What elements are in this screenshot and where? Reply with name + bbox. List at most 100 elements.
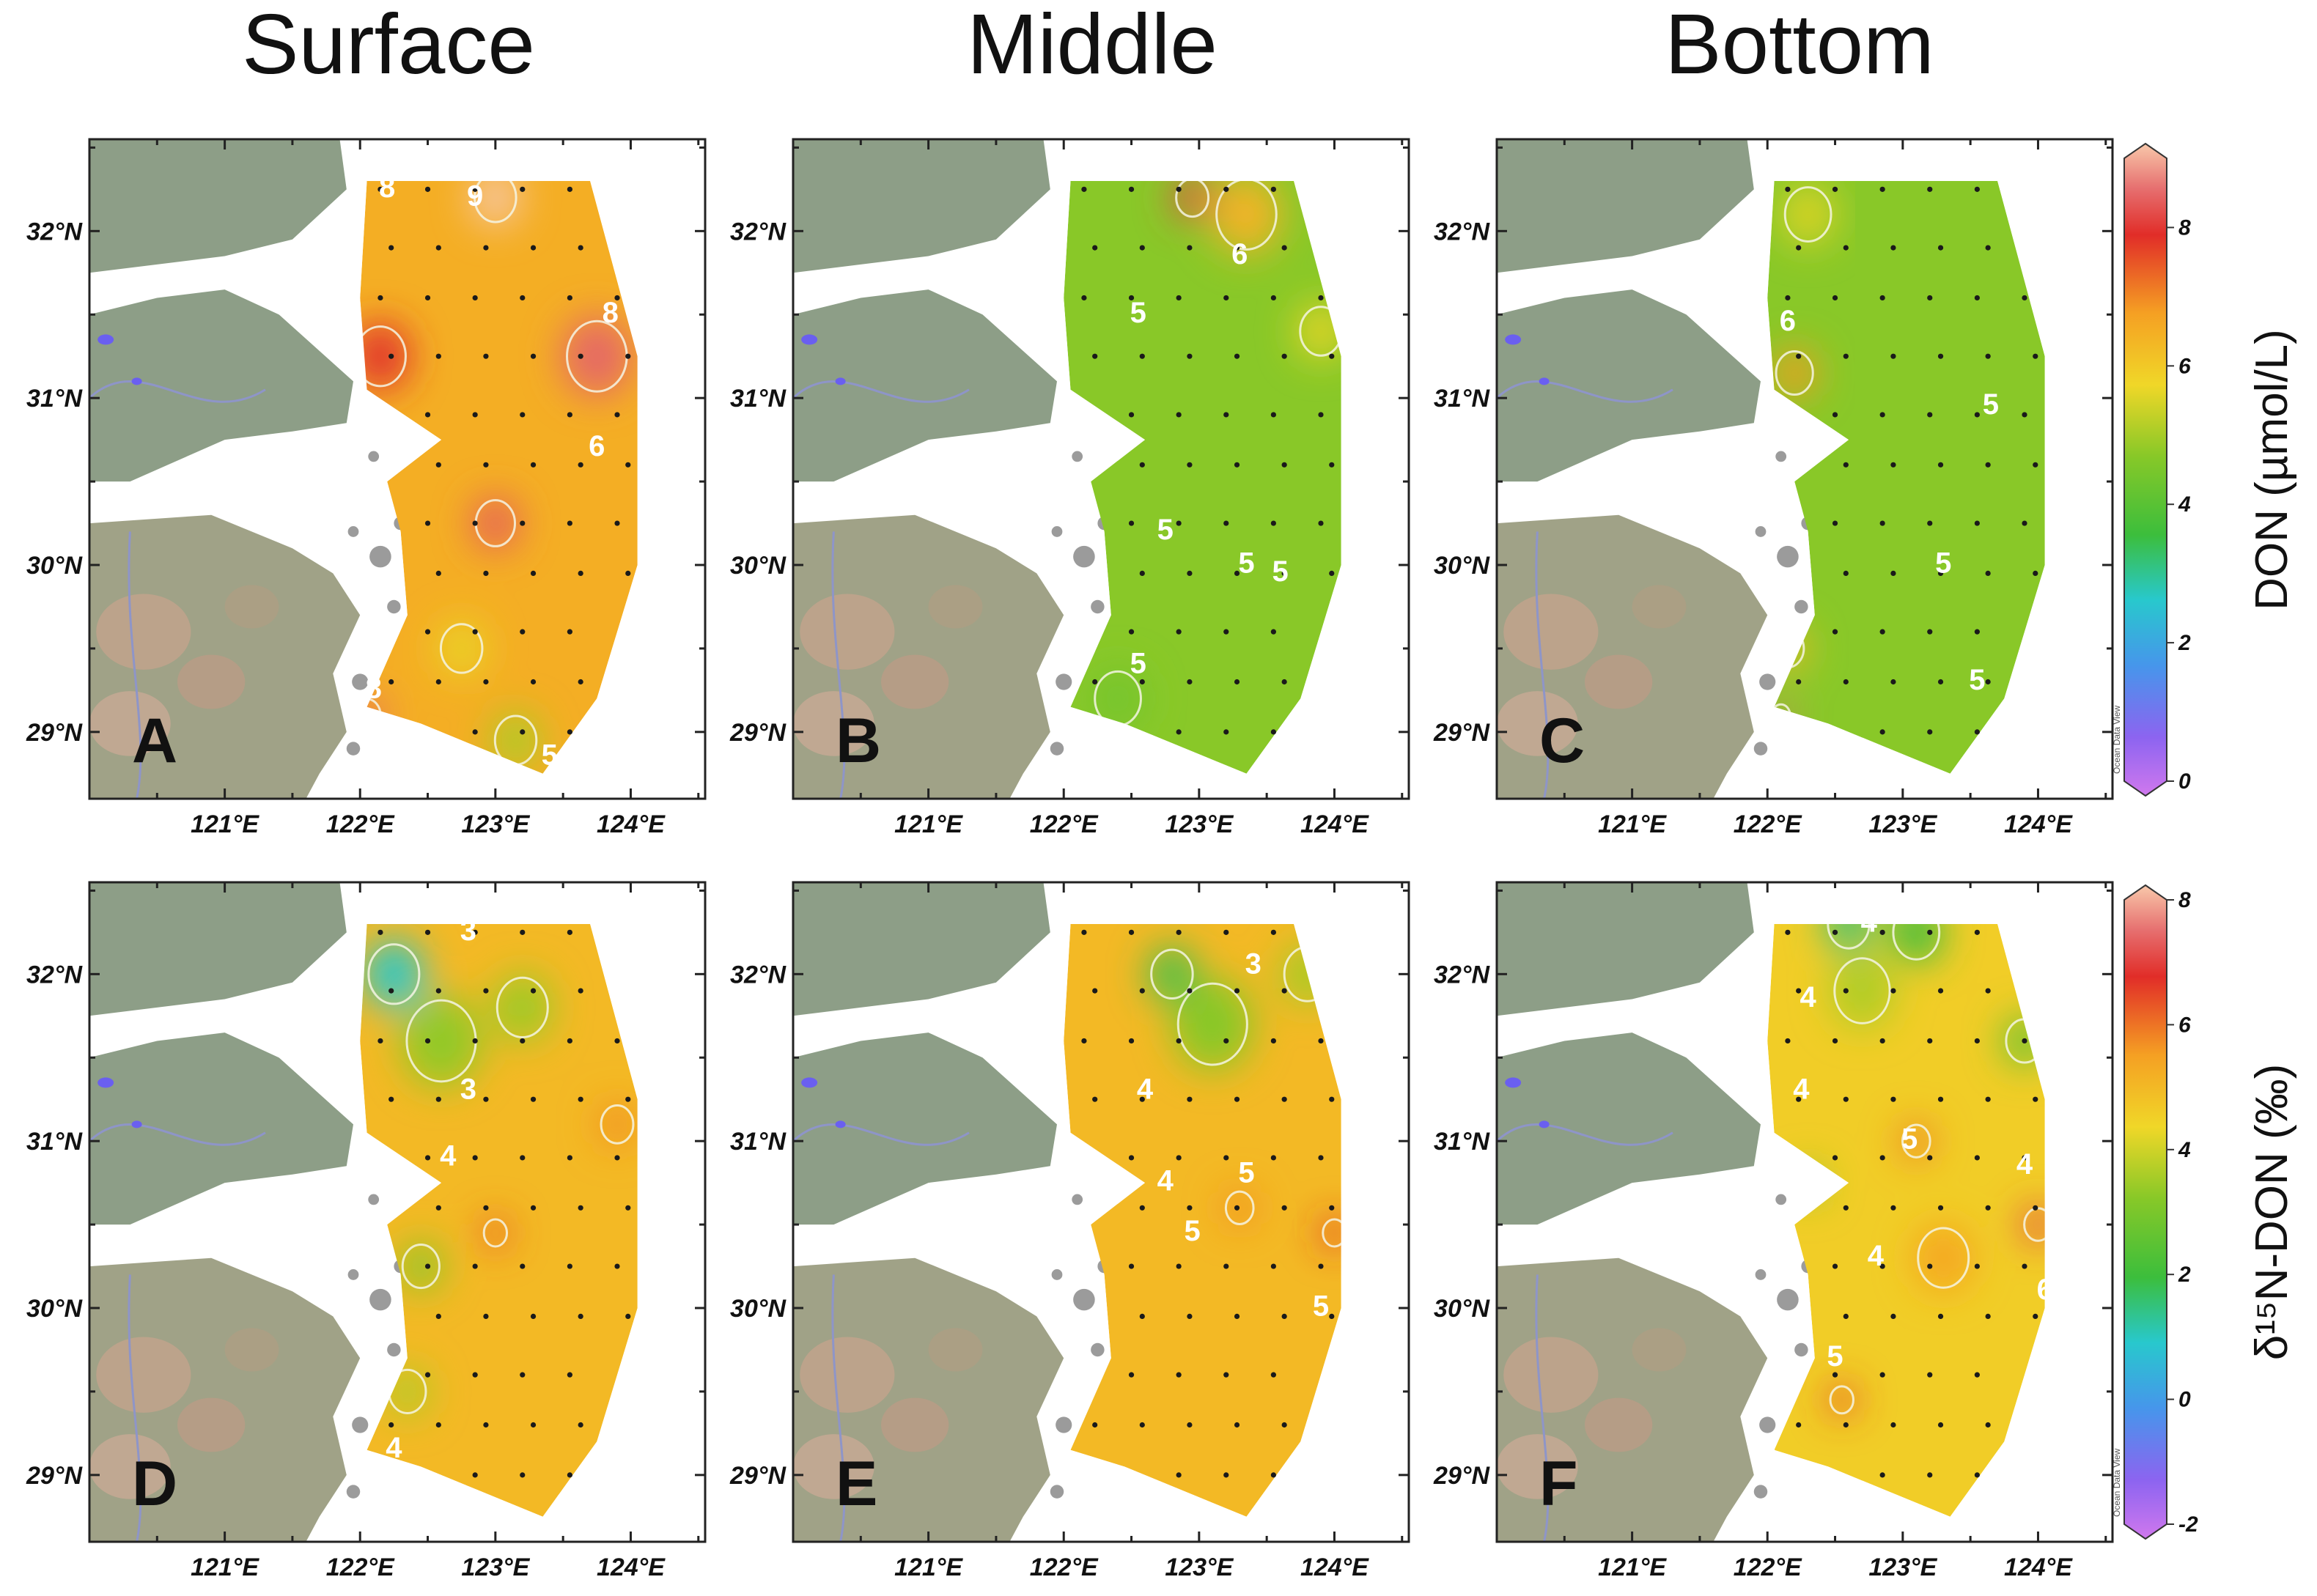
station-dot [2033,1313,2038,1320]
station-dot [1843,679,1849,685]
station-dot [1270,1472,1276,1478]
station-dot [1176,412,1182,418]
panel-letter: B [836,706,881,776]
lon-label: 123°E [1868,810,1937,838]
station-dot [614,412,620,418]
contour-label: 4 [1157,1165,1174,1197]
lon-label: 121°E [894,810,963,838]
station-dot [2033,1205,2038,1211]
station-dot [424,520,431,526]
station-dot [1281,570,1287,577]
station-dot [1974,1472,1980,1478]
island [1073,545,1095,568]
station-dot [1223,295,1229,301]
station-dot [1985,1096,1991,1102]
field-anomaly [1830,953,1895,1029]
station-dot [1139,1096,1145,1102]
contour-line [1892,924,1941,961]
station-dot [435,1096,441,1102]
station-dot [1879,1263,1885,1269]
contour-line [401,1244,441,1290]
station-dot [1270,1038,1276,1044]
station-dot [1879,295,1885,301]
station-dot [1234,353,1240,359]
river [792,1123,970,1146]
station-dot [567,1038,572,1044]
station-dot [435,988,441,994]
station-dot [388,679,394,685]
station-dot [1890,462,1896,468]
field-anomaly [1889,924,1944,964]
land [88,882,459,1543]
station-dot [424,1263,431,1269]
station-dot [1281,1422,1287,1428]
station-dot [1223,186,1229,192]
station-dot [1081,295,1087,301]
island [368,1194,380,1205]
station-dot [2033,1096,2038,1102]
station-dot [567,295,572,301]
field-anomaly [1173,181,1212,220]
land-north [89,882,347,1016]
lake [131,1120,142,1128]
station-dot [1176,729,1182,735]
island [387,1342,401,1357]
lat-label: 30°N [1434,1295,1490,1323]
station-dot [1796,1096,1802,1102]
lat-label: 29°N [1433,719,1490,747]
station-dot [1985,245,1991,251]
panel-letter: A [132,706,177,776]
island [352,1416,369,1433]
station-dot [1270,1155,1276,1161]
lat-label: 31°N [1434,1128,1490,1156]
station-dot [1223,1472,1229,1478]
land [1495,882,1866,1543]
station-dot [1092,353,1098,359]
stations [1785,929,2038,1478]
contour-label: 5 [1272,555,1288,588]
lat-label: 32°N [26,961,83,989]
field-anomaly [1211,181,1282,255]
contour-line [439,623,484,674]
stations [1081,929,1335,1478]
contour-line [1322,1218,1341,1248]
station-dot [1318,1155,1324,1161]
station-dot [1234,1096,1240,1102]
station-dot [424,929,431,935]
station-dot [1234,1205,1240,1211]
station-dot [1223,1372,1229,1378]
column-title-surface: Surface [242,0,535,92]
lat-label: 31°N [26,385,83,413]
station-dot [520,520,526,526]
lat-label: 29°N [1433,1462,1490,1490]
terrain-patch [928,1328,983,1372]
station-dot [1092,988,1098,994]
station-dot [1890,1205,1896,1211]
contour-label: 4 [440,1140,457,1172]
station-dot [520,295,526,301]
lon-label: 121°E [191,1553,259,1581]
lat-label: 31°N [730,1128,787,1156]
island [1753,1485,1768,1499]
station-dot [1270,412,1276,418]
station-dot [530,570,537,577]
field-anomaly [1900,1122,1933,1160]
contour-label: 4 [1868,1240,1885,1272]
station-dot [435,245,441,251]
field-anomaly [471,181,520,226]
station-dot [614,1263,620,1269]
lat-label: 29°N [729,1462,787,1490]
station-dot [1879,929,1885,935]
island [1091,599,1105,614]
contour-label: 5 [1157,514,1174,546]
land [792,882,1163,1543]
station-dot [1081,186,1087,192]
station-dot [1927,186,1933,192]
station-dot [1796,245,1802,251]
column-title-middle: Middle [967,0,1218,92]
lon-label: 122°E [1734,810,1802,838]
station-dot [472,1263,478,1269]
station-dot [1843,1313,1849,1320]
lon-label: 124°E [1300,1553,1369,1581]
